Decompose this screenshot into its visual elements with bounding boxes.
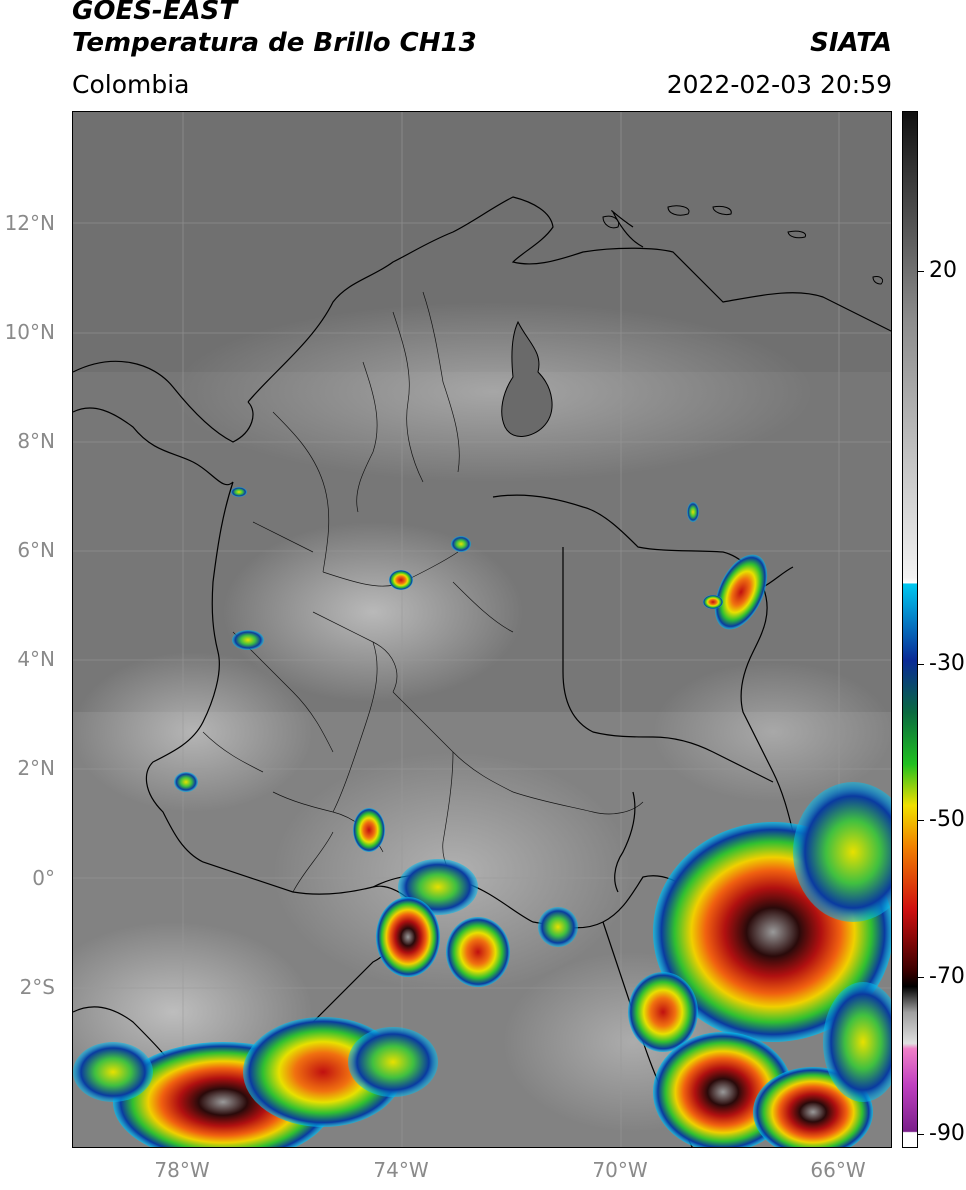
lat-tick-8n: 8°N	[17, 429, 55, 453]
lat-tick-4n: 4°N	[17, 647, 55, 671]
product-title: Temperatura de Brillo CH13	[72, 28, 477, 58]
lat-tick-2s: 2°S	[19, 975, 55, 999]
lon-tick-74w: 74°W	[373, 1158, 429, 1182]
storm-cells	[73, 487, 891, 1147]
lon-tick-66w: 66°W	[810, 1158, 866, 1182]
satellite-title: GOES-EAST	[72, 0, 238, 26]
lon-tick-78w: 78°W	[154, 1158, 210, 1182]
lat-tick-6n: 6°N	[17, 538, 55, 562]
lon-tick-70w: 70°W	[592, 1158, 648, 1182]
colorbar-label-minus30: -30	[929, 651, 965, 676]
colorbar	[902, 111, 918, 1148]
colorbar-tick-20	[918, 271, 924, 272]
colorbar-tick-minus50	[918, 820, 924, 821]
colorbar-label-minus90: -90	[929, 1121, 965, 1146]
region-label: Colombia	[72, 70, 190, 99]
colorbar-label-minus50: -50	[929, 807, 965, 832]
source-label: SIATA	[810, 28, 892, 58]
lat-tick-2n: 2°N	[17, 756, 55, 780]
satellite-map	[72, 111, 892, 1148]
colorbar-label-20: 20	[929, 258, 957, 283]
colorbar-tick-minus30	[918, 664, 924, 665]
colorbar-tick-minus70	[918, 977, 924, 978]
colorbar-label-minus70: -70	[929, 964, 965, 989]
lat-tick-12n: 12°N	[4, 211, 55, 235]
datetime-label: 2022-02-03 20:59	[666, 70, 892, 99]
colorbar-tick-minus90	[918, 1134, 924, 1135]
lat-tick-10n: 10°N	[4, 320, 55, 344]
lat-tick-0: 0°	[32, 866, 55, 890]
